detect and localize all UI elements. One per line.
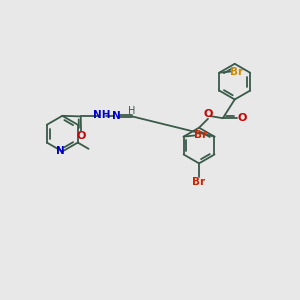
Text: Br: Br — [194, 130, 207, 140]
Text: O: O — [203, 109, 213, 119]
Text: H: H — [128, 106, 136, 116]
Text: N: N — [112, 111, 121, 122]
Text: O: O — [76, 131, 86, 141]
Text: O: O — [238, 113, 247, 123]
Text: NH: NH — [93, 110, 111, 120]
Text: Br: Br — [230, 67, 243, 76]
Text: Br: Br — [193, 177, 206, 187]
Text: N: N — [56, 146, 65, 157]
